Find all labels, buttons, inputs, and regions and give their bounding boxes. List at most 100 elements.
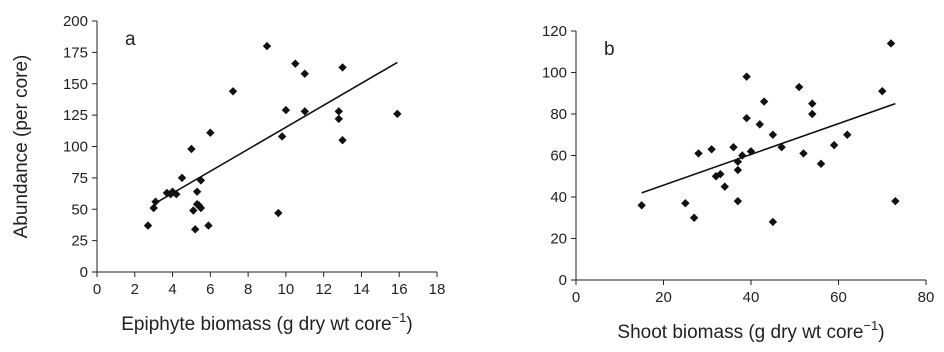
data-point (777, 143, 786, 152)
data-point (716, 169, 725, 179)
data-point (300, 69, 309, 78)
x-tick-label: 14 (353, 281, 370, 298)
data-point (143, 221, 153, 230)
x-axis-title-text: Shoot biomass (g dry wt core (617, 322, 863, 343)
data-point (204, 221, 213, 230)
x-axis-title-sup: −1 (863, 318, 878, 333)
data-point (720, 182, 729, 191)
x-tick-label: 12 (315, 281, 332, 298)
data-point (733, 196, 743, 206)
data-point (759, 97, 769, 106)
data-point (151, 197, 160, 206)
data-point (338, 136, 347, 145)
x-axis-title-text: Epiphyte biomass (g dry wt core (121, 314, 391, 335)
x-tick-label: 40 (743, 289, 760, 306)
data-point (829, 140, 839, 150)
x-axis-title: Epiphyte biomass (g dry wt core−1) (121, 310, 413, 335)
data-point (808, 109, 817, 119)
data-point (808, 99, 817, 108)
data-point (746, 147, 756, 156)
data-point (799, 149, 808, 158)
y-tick-label: 40 (550, 189, 567, 206)
data-point (192, 187, 202, 196)
x-tick-label: 60 (830, 289, 847, 306)
data-point (768, 217, 778, 227)
data-point (768, 130, 778, 139)
data-point (334, 107, 343, 116)
x-tick-label: 18 (429, 281, 446, 298)
trendline (641, 102, 896, 194)
data-point (694, 149, 703, 158)
data-point (177, 173, 187, 183)
y-tick-label: 125 (63, 107, 88, 124)
data-point (729, 143, 738, 152)
data-point (681, 199, 690, 208)
x-tick-label: 0 (93, 281, 101, 298)
y-tick-label: 60 (550, 148, 567, 165)
x-axis-title-close: ) (406, 314, 412, 335)
data-point (196, 176, 206, 185)
y-tick-label: 0 (80, 264, 88, 281)
y-tick-label: 25 (71, 233, 88, 250)
x-tick-label: 16 (391, 281, 408, 298)
x-tick-label: 10 (278, 281, 295, 298)
data-point (189, 206, 198, 215)
data-point (277, 132, 287, 141)
panel-label: a (125, 29, 136, 50)
y-tick-label: 80 (550, 106, 567, 123)
data-point (816, 159, 826, 168)
data-point (891, 196, 900, 206)
data-point (281, 105, 291, 115)
data-point (172, 189, 181, 199)
y-tick-label: 0 (559, 272, 567, 289)
data-point (733, 165, 743, 175)
data-point (878, 86, 887, 96)
data-point (291, 59, 300, 68)
y-axis-title: Abundance (per core) (11, 55, 32, 239)
data-point (334, 114, 343, 124)
data-point (707, 145, 716, 154)
x-axis-title-sup: −1 (392, 310, 407, 325)
data-point (794, 82, 804, 92)
y-tick-label: 175 (63, 44, 88, 61)
x-axis-title-close: ) (878, 322, 884, 343)
x-tick-label: 20 (655, 289, 672, 306)
data-point (149, 203, 158, 213)
trendline (153, 61, 398, 205)
x-tick-label: 80 (918, 289, 935, 306)
data-point (393, 109, 402, 119)
data-point (262, 41, 272, 51)
data-point (300, 107, 309, 116)
y-tick-label: 100 (542, 65, 567, 82)
data-point (162, 188, 172, 198)
y-tick-label: 200 (63, 13, 88, 30)
data-point (338, 63, 347, 72)
x-tick-label: 8 (244, 281, 252, 298)
data-point (886, 39, 896, 48)
x-axis-title: Shoot biomass (g dry wt core−1) (617, 318, 884, 343)
y-tick-label: 100 (63, 139, 88, 156)
y-tick-label: 20 (550, 231, 567, 248)
x-tick-label: 6 (206, 281, 214, 298)
y-tick-label: 50 (71, 201, 88, 218)
data-point (733, 157, 743, 166)
x-tick-label: 0 (572, 289, 580, 306)
panel-label: b (604, 39, 615, 60)
y-tick-label: 75 (71, 170, 88, 187)
y-tick-label: 120 (542, 23, 567, 40)
data-point (755, 120, 764, 129)
data-point (191, 225, 200, 234)
data-point (228, 87, 238, 96)
data-point (206, 128, 215, 137)
data-point (637, 201, 646, 210)
chart-panel-a: 0 25 50 75 100 125 150 175 200 0 2 4 6 8 10 12 14 16 18 a Ep… (11, 13, 445, 335)
data-point (689, 213, 699, 222)
data-point (742, 113, 751, 123)
data-point (274, 208, 283, 218)
data-point (187, 144, 196, 154)
data-point (738, 151, 747, 160)
data-point (843, 130, 852, 139)
x-tick-label: 2 (131, 281, 139, 298)
x-tick-label: 4 (168, 281, 176, 298)
